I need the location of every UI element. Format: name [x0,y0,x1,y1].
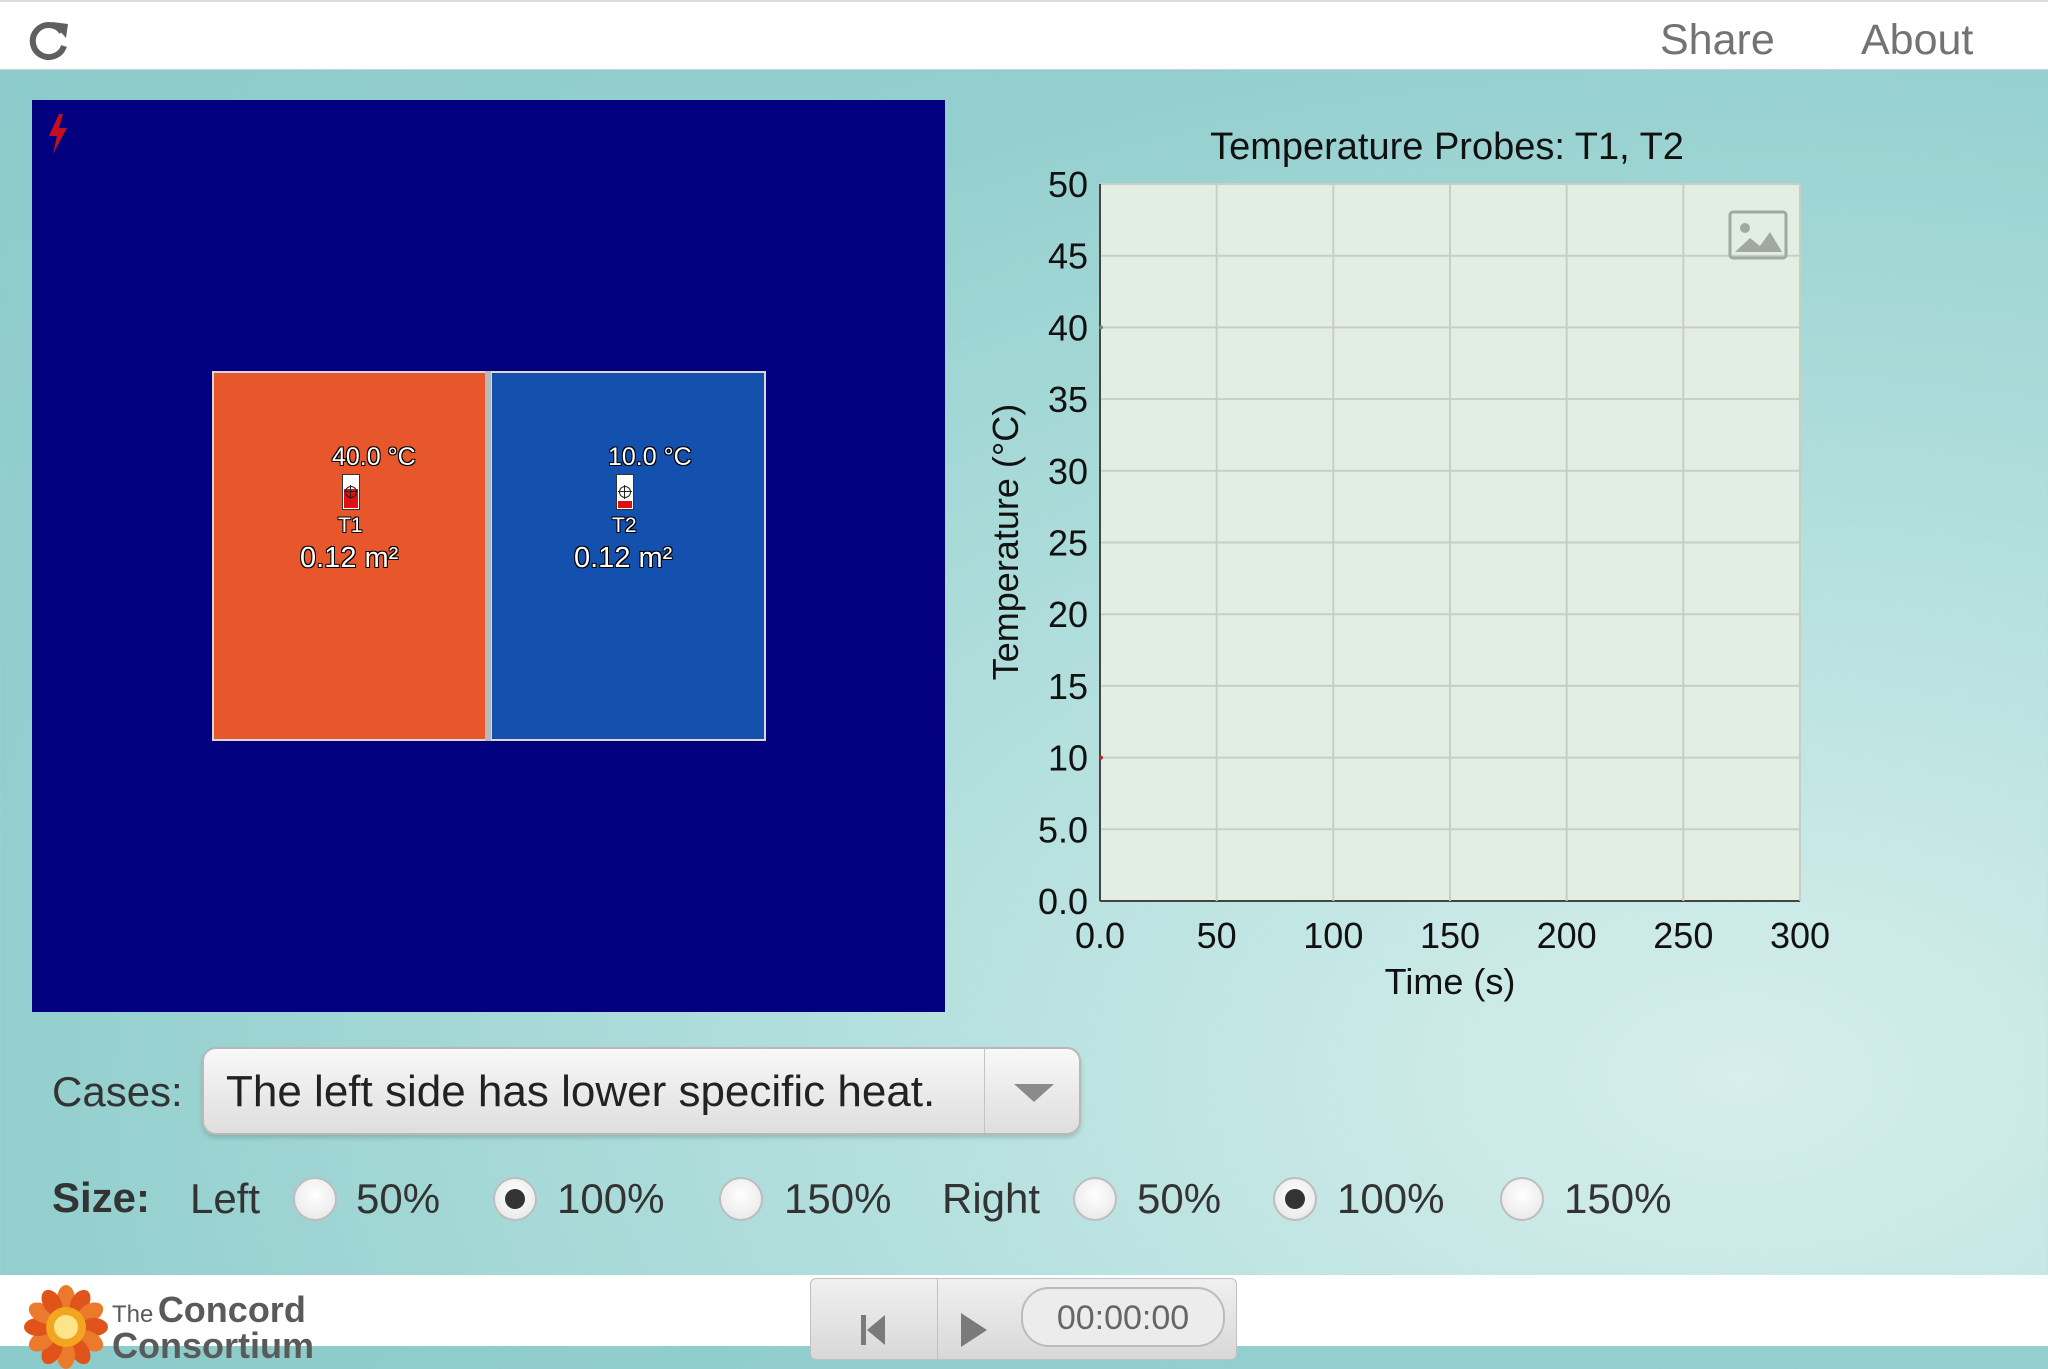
time-display: 00:00:00 [1021,1287,1225,1347]
x-tick-label: 0.0 [1075,915,1125,956]
footer: The Concord Consortium 00:00:00 [0,1275,2048,1369]
left-size-option-50: 50% [356,1175,441,1222]
x-tick-label: 50 [1197,915,1237,956]
crosshair-icon [344,485,358,499]
x-tick-label: 150 [1420,915,1480,956]
right-area-label: 0.12 m² [574,542,673,574]
x-tick-labels: 0.0 50 100 150 200 250 300 [1075,915,1830,956]
simulation-canvas[interactable]: 40.0 °C T1 0.12 m² 10.0 °C T2 0.12 m² [32,100,945,1012]
y-tick-label: 5.0 [1038,809,1088,850]
right-block[interactable] [490,371,766,741]
x-tick-label: 300 [1770,915,1830,956]
y-tick-label: 35 [1048,379,1088,420]
x-tick-label: 200 [1537,915,1597,956]
block-divider [485,371,491,741]
y-axis-label: Temperature (°C) [985,404,1026,680]
size-label: Size: [52,1174,151,1221]
probe-t1[interactable] [342,474,360,510]
left-area-label: 0.12 m² [300,542,399,574]
left-size-option-150: 150% [784,1175,892,1222]
right-size-option-50: 50% [1137,1175,1222,1222]
playback-controls: 00:00:00 [810,1278,1237,1360]
right-size-label: Right [942,1175,1041,1222]
cases-label: Cases: [52,1068,183,1115]
left-size-radio-50[interactable] [293,1177,337,1221]
right-size-option-150: 150% [1564,1175,1672,1222]
concord-logo-icon[interactable] [24,1285,108,1369]
probe-t2[interactable] [616,474,634,510]
right-size-radio-50[interactable] [1073,1177,1117,1221]
x-tick-label: 100 [1303,915,1363,956]
right-temperature-label: 10.0 °C [608,443,692,471]
play-button[interactable] [937,1279,1027,1359]
left-size-radio-150[interactable] [719,1177,763,1221]
y-tick-label: 0.0 [1038,881,1088,922]
right-size-radio-100[interactable] [1273,1177,1317,1221]
left-size-option-100: 100% [557,1175,665,1222]
y-tick-label: 30 [1048,451,1088,492]
chevron-down-icon[interactable] [1014,1084,1054,1102]
logo-name-2: Consortium [112,1325,314,1366]
y-tick-label: 10 [1048,738,1088,779]
logo-the: The [112,1301,154,1328]
chart-title: Temperature Probes: T1, T2 [1210,126,1684,168]
probe-t2-fill [618,500,632,508]
grid [1099,183,1801,902]
lightning-icon[interactable] [47,114,69,154]
y-tick-label: 45 [1048,236,1088,277]
y-tick-label: 40 [1048,307,1088,348]
series-layer [1099,325,1103,760]
crosshair-icon [618,485,632,499]
series-2-point [1099,755,1103,760]
probe-t2-label: T2 [612,514,637,537]
y-tick-label: 15 [1048,666,1088,707]
logo-name: Concord [157,1289,306,1330]
x-tick-label: 250 [1653,915,1713,956]
reload-icon[interactable] [26,18,72,64]
y-tick-label: 25 [1048,523,1088,564]
about-link[interactable]: About [1861,16,1974,64]
left-size-label: Left [190,1175,261,1222]
temperature-chart: Temperature Probes: T1, T2 0.0 5.0 10 15 20 2… [960,100,1960,1020]
y-tick-label: 50 [1048,164,1088,205]
play-icon [961,1313,987,1347]
left-block[interactable] [212,371,490,741]
probe-t1-label: T1 [338,514,363,537]
cases-dropdown[interactable]: The left side has lower specific heat. [202,1047,1081,1135]
y-tick-label: 20 [1048,594,1088,635]
top-bar: Share About [0,0,2048,70]
left-size-radio-100[interactable] [493,1177,537,1221]
concord-logo-text[interactable]: The Concord Consortium [112,1289,314,1366]
right-size-option-100: 100% [1337,1175,1445,1222]
image-export-icon[interactable] [1728,210,1788,260]
series-1-point [1099,325,1103,330]
y-tick-labels: 0.0 5.0 10 15 20 25 30 35 40 45 50 [1038,164,1088,922]
right-size-radio-150[interactable] [1500,1177,1544,1221]
dropdown-separator [984,1049,985,1133]
rewind-icon [861,1315,885,1345]
share-link[interactable]: Share [1660,16,1775,64]
rewind-button[interactable] [811,1279,938,1359]
x-axis-label: Time (s) [1385,961,1516,1002]
cases-selected-value: The left side has lower specific heat. [226,1067,936,1116]
left-temperature-label: 40.0 °C [332,443,416,471]
chart-svg: Temperature Probes: T1, T2 0.0 5.0 10 15 20 2… [985,126,1830,1002]
